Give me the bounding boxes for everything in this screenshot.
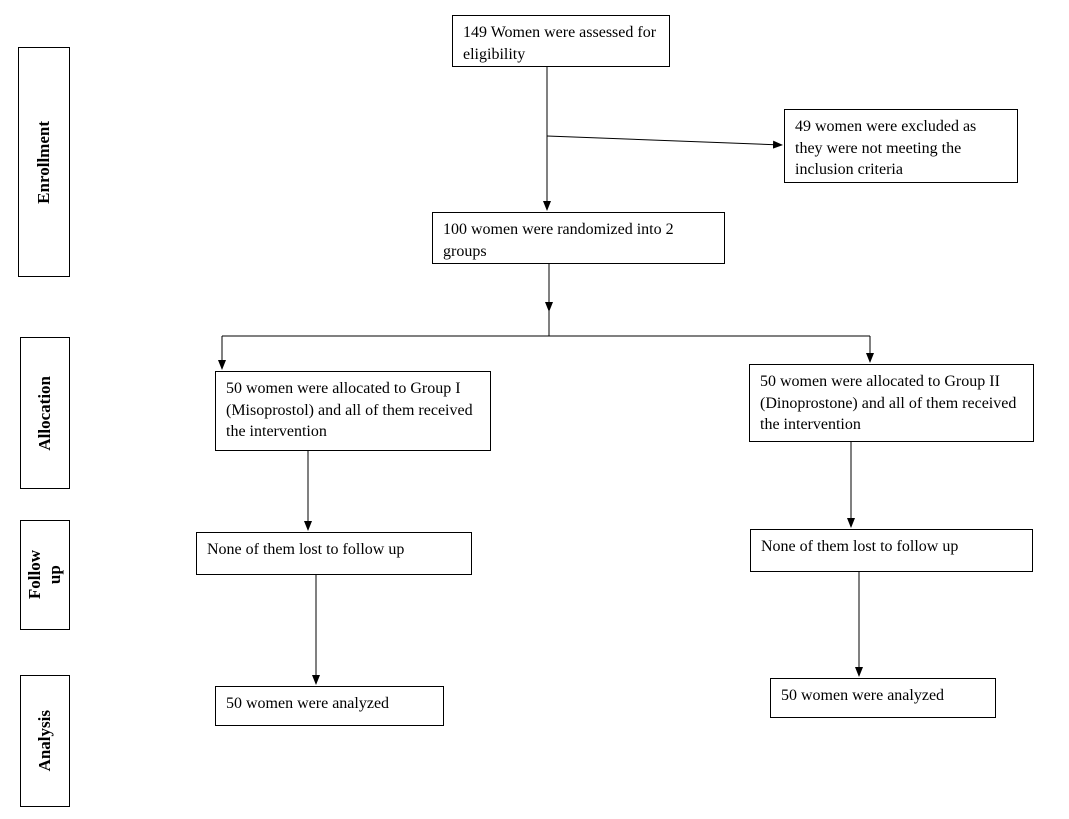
node-group2: 50 women were allocated to Group II (Din…	[749, 364, 1034, 442]
edge-to-excluded	[547, 136, 782, 145]
phase-label-text: Follow up	[25, 550, 65, 599]
node-randomized: 100 women were randomized into 2 groups	[432, 212, 725, 264]
node-text: None of them lost to follow up	[207, 541, 404, 558]
node-an2: 50 women were analyzed	[770, 678, 996, 718]
node-an1: 50 women were analyzed	[215, 686, 444, 726]
node-text: None of them lost to follow up	[761, 538, 958, 555]
node-text: 50 women were analyzed	[226, 695, 389, 712]
phase-label-text: Enrollment	[34, 121, 54, 204]
node-text: 49 women were excluded as they were not …	[795, 118, 976, 178]
node-text: 100 women were randomized into 2 groups	[443, 221, 674, 260]
node-fu2: None of them lost to follow up	[750, 529, 1033, 572]
node-fu1: None of them lost to follow up	[196, 532, 472, 575]
phase-label-text: Allocation	[35, 376, 55, 451]
node-group1: 50 women were allocated to Group I (Miso…	[215, 371, 491, 451]
node-text: 50 women were analyzed	[781, 687, 944, 704]
node-excluded: 49 women were excluded as they were not …	[784, 109, 1018, 183]
node-text: 50 women were allocated to Group I (Miso…	[226, 380, 473, 440]
node-text: 50 women were allocated to Group II (Din…	[760, 373, 1016, 433]
phase-label-enrollment: Enrollment	[18, 47, 70, 277]
phase-label-analysis: Analysis	[20, 675, 70, 807]
phase-label-follow-up: Follow up	[20, 520, 70, 630]
node-assessed: 149 Women were assessed for eligibility	[452, 15, 670, 67]
phase-label-text: Analysis	[35, 710, 55, 771]
phase-label-allocation: Allocation	[20, 337, 70, 489]
node-text: 149 Women were assessed for eligibility	[463, 24, 656, 63]
